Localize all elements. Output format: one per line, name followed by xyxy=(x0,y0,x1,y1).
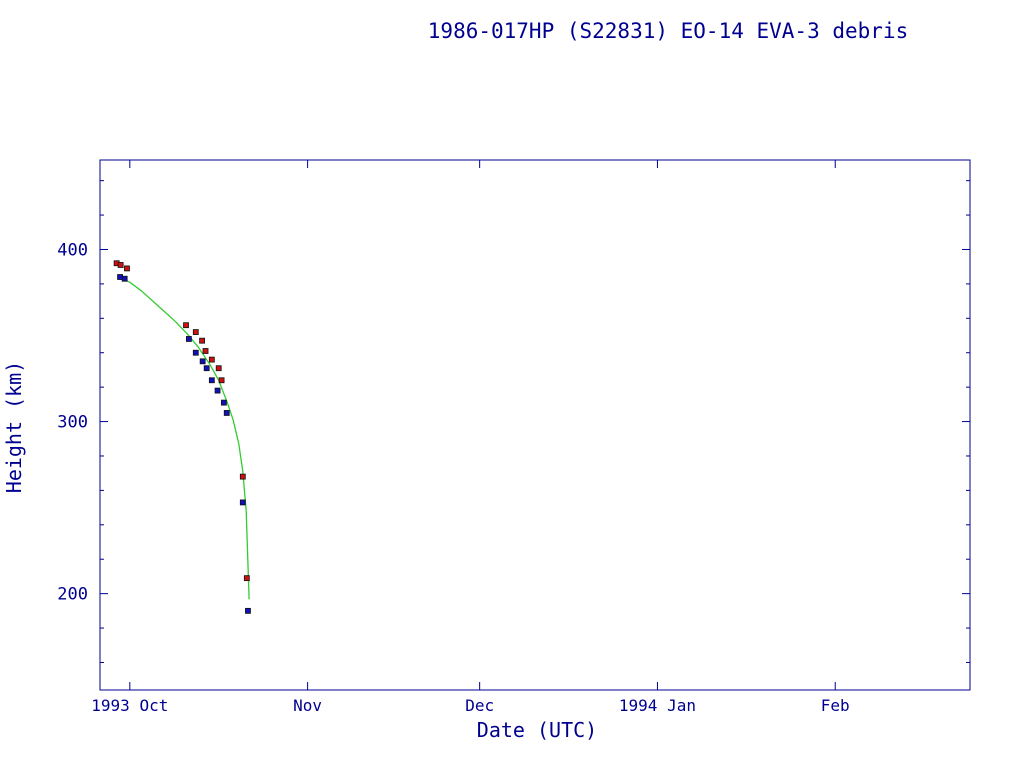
data-point-apogee-height xyxy=(218,377,225,384)
x-axis-label: Date (UTC) xyxy=(476,718,598,742)
data-point-perigee-height xyxy=(121,275,128,282)
data-point-apogee-height xyxy=(199,337,205,344)
x-tick-label: Nov xyxy=(293,696,322,715)
chart-title: 1986-017HP (S22831) EO-14 EVA-3 debris xyxy=(427,19,909,43)
plot-frame xyxy=(99,159,971,691)
data-point-perigee-height xyxy=(220,399,227,406)
data-point-apogee-height xyxy=(208,356,215,363)
data-point-apogee-height xyxy=(192,329,199,335)
data-point-apogee-height xyxy=(124,265,130,272)
data-point-perigee-height xyxy=(192,349,199,356)
data-point-perigee-height xyxy=(208,377,215,384)
y-tick-label: 400 xyxy=(57,240,88,260)
data-point-apogee-height xyxy=(239,473,246,480)
data-point-perigee-height xyxy=(185,336,192,342)
data-point-perigee-height xyxy=(223,410,230,416)
data-point-apogee-height xyxy=(243,575,250,582)
x-tick-label: 1994 Jan xyxy=(619,696,696,715)
data-point-apogee-height xyxy=(215,365,222,372)
data-point-perigee-height xyxy=(245,607,251,614)
decay-curve-fit xyxy=(120,278,250,600)
data-point-perigee-height xyxy=(239,499,246,506)
x-tick-label: Dec xyxy=(465,696,494,715)
y-tick-label: 300 xyxy=(57,413,88,433)
data-point-perigee-height xyxy=(203,365,210,372)
x-tick-label: Feb xyxy=(821,696,850,715)
data-point-perigee-height xyxy=(199,358,206,365)
x-tick-label: 1993 Oct xyxy=(91,696,168,715)
y-tick-label: 200 xyxy=(57,585,88,605)
data-point-apogee-height xyxy=(183,322,189,329)
data-point-apogee-height xyxy=(202,348,209,354)
data-point-perigee-height xyxy=(214,387,221,394)
data-point-apogee-height xyxy=(117,262,124,268)
